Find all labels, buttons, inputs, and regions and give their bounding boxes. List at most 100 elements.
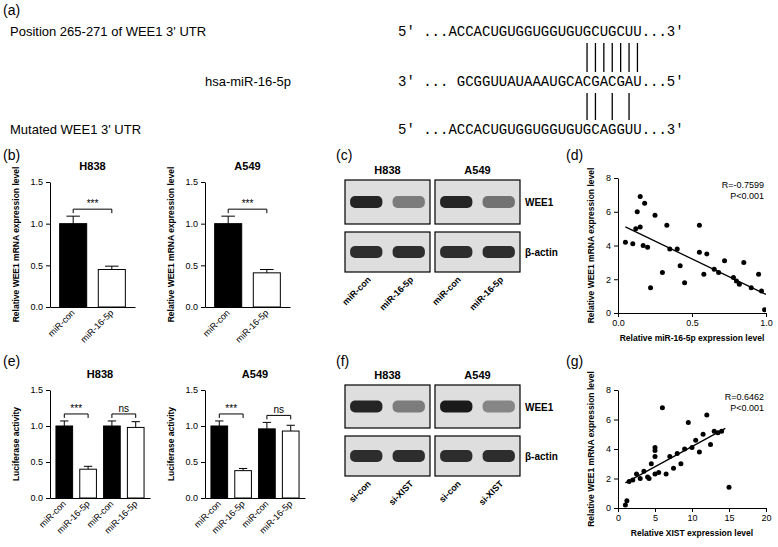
axis: miR-conmiR-16-5pmiR-conmiR-16-5p: [37, 498, 150, 536]
axis: 0.0 0.5 1.0: [612, 313, 773, 328]
tick: 0.0: [30, 302, 50, 312]
panel-label: (d): [566, 147, 583, 163]
tick-label: 0.5: [185, 457, 198, 467]
tick: miR-con: [46, 307, 77, 339]
tick-mark: [618, 508, 619, 512]
tick-mark: [614, 449, 618, 450]
bar: [259, 429, 276, 498]
tick-label: miR-16-5p: [258, 499, 295, 536]
tick-mark: [618, 313, 619, 317]
point: [638, 194, 643, 199]
error-bar: [239, 468, 247, 470]
tick-mark: [614, 212, 618, 213]
row-label: β-actin: [525, 451, 558, 462]
significance-label: ***: [70, 403, 82, 414]
bar: [282, 431, 299, 498]
tick-mark: [46, 265, 50, 266]
point: [671, 466, 676, 471]
point: [623, 240, 628, 245]
axis-line: [51, 498, 151, 499]
tick-label: 1.0: [760, 318, 773, 328]
significance-label: ns: [274, 404, 285, 415]
point: [638, 224, 643, 229]
band: [350, 450, 382, 462]
lane-label: si-XIST: [477, 478, 506, 507]
point: [647, 476, 652, 481]
tick: 5: [653, 508, 658, 523]
plot-area: [215, 216, 281, 307]
tick-mark: [201, 390, 205, 391]
point: [648, 285, 653, 290]
tick: 0.5: [30, 457, 50, 467]
point: [624, 498, 629, 503]
band: [483, 401, 515, 413]
point: [638, 476, 643, 481]
bar: [211, 426, 228, 498]
tick: 1.5: [30, 177, 50, 187]
tick: 2: [606, 275, 618, 285]
pair-line: [628, 93, 629, 120]
tick-mark: [46, 426, 50, 427]
tick-mark: [201, 307, 205, 308]
fit-line: [625, 227, 766, 294]
row-label: WEE1: [525, 197, 554, 208]
tick-mark: [201, 426, 205, 427]
point: [660, 270, 665, 275]
significance-bracket: [73, 209, 112, 213]
point: [653, 445, 658, 450]
point: [630, 241, 635, 246]
significance-bracket: [219, 414, 243, 418]
tick-mark: [201, 498, 205, 499]
tick-mark: [614, 508, 618, 509]
error-bar: [215, 421, 223, 426]
tick-label: 4: [606, 241, 611, 251]
point: [741, 260, 746, 265]
error-bar: [105, 266, 119, 269]
bar: [98, 270, 125, 308]
band: [393, 196, 425, 208]
significance-label: ***: [225, 403, 237, 414]
axis: 02468: [606, 385, 619, 513]
axis-line: [50, 391, 51, 499]
band: [393, 450, 425, 462]
tick-label: 1.5: [30, 385, 43, 395]
tick: miR-16-5p: [103, 498, 140, 536]
tick: 2: [606, 474, 618, 484]
tick-label: 6: [606, 415, 611, 425]
tick-label: 1.0: [30, 421, 43, 431]
tick: miR-con: [201, 307, 232, 339]
axis-line: [50, 183, 51, 308]
tick-label: 0.0: [185, 493, 198, 503]
sequence: 3' ... GCGGUUAUAAAUGCACGACGAU...5': [398, 74, 684, 90]
point: [678, 263, 683, 268]
error-bar: [132, 422, 140, 428]
tick-label: 2: [606, 474, 611, 484]
tick: 15: [724, 508, 734, 523]
tick: 0.0: [612, 313, 625, 328]
tick: 0.5: [686, 313, 699, 328]
tick-mark: [46, 462, 50, 463]
plot-area: [211, 421, 299, 498]
significance-bracket: [228, 209, 267, 213]
panel-label: (c): [336, 147, 352, 163]
tick: 6: [606, 207, 618, 217]
point: [623, 503, 628, 508]
tick: 1.5: [185, 385, 205, 395]
annotation: P<0.001: [730, 403, 764, 413]
point: [686, 420, 691, 425]
tick-label: 0.5: [30, 457, 43, 467]
significance-bracket: [64, 414, 88, 418]
tick-mark: [201, 224, 205, 225]
y-axis-title: Relative WEE1 mRNA expression level: [166, 167, 176, 323]
title: H838: [87, 368, 113, 380]
tick-label: 5: [653, 513, 658, 523]
tick-mark: [614, 390, 618, 391]
sequence: 5' ...ACCACUGUGGUGGUGUGCAGGUU...3': [398, 122, 684, 138]
tick-label: 8: [606, 173, 611, 183]
point: [664, 223, 669, 228]
pair-line: [595, 43, 596, 72]
pair-line: [637, 43, 638, 72]
point: [656, 470, 661, 475]
tick: 0: [606, 308, 618, 318]
axis: miR-conmiR-16-5p: [46, 307, 135, 345]
